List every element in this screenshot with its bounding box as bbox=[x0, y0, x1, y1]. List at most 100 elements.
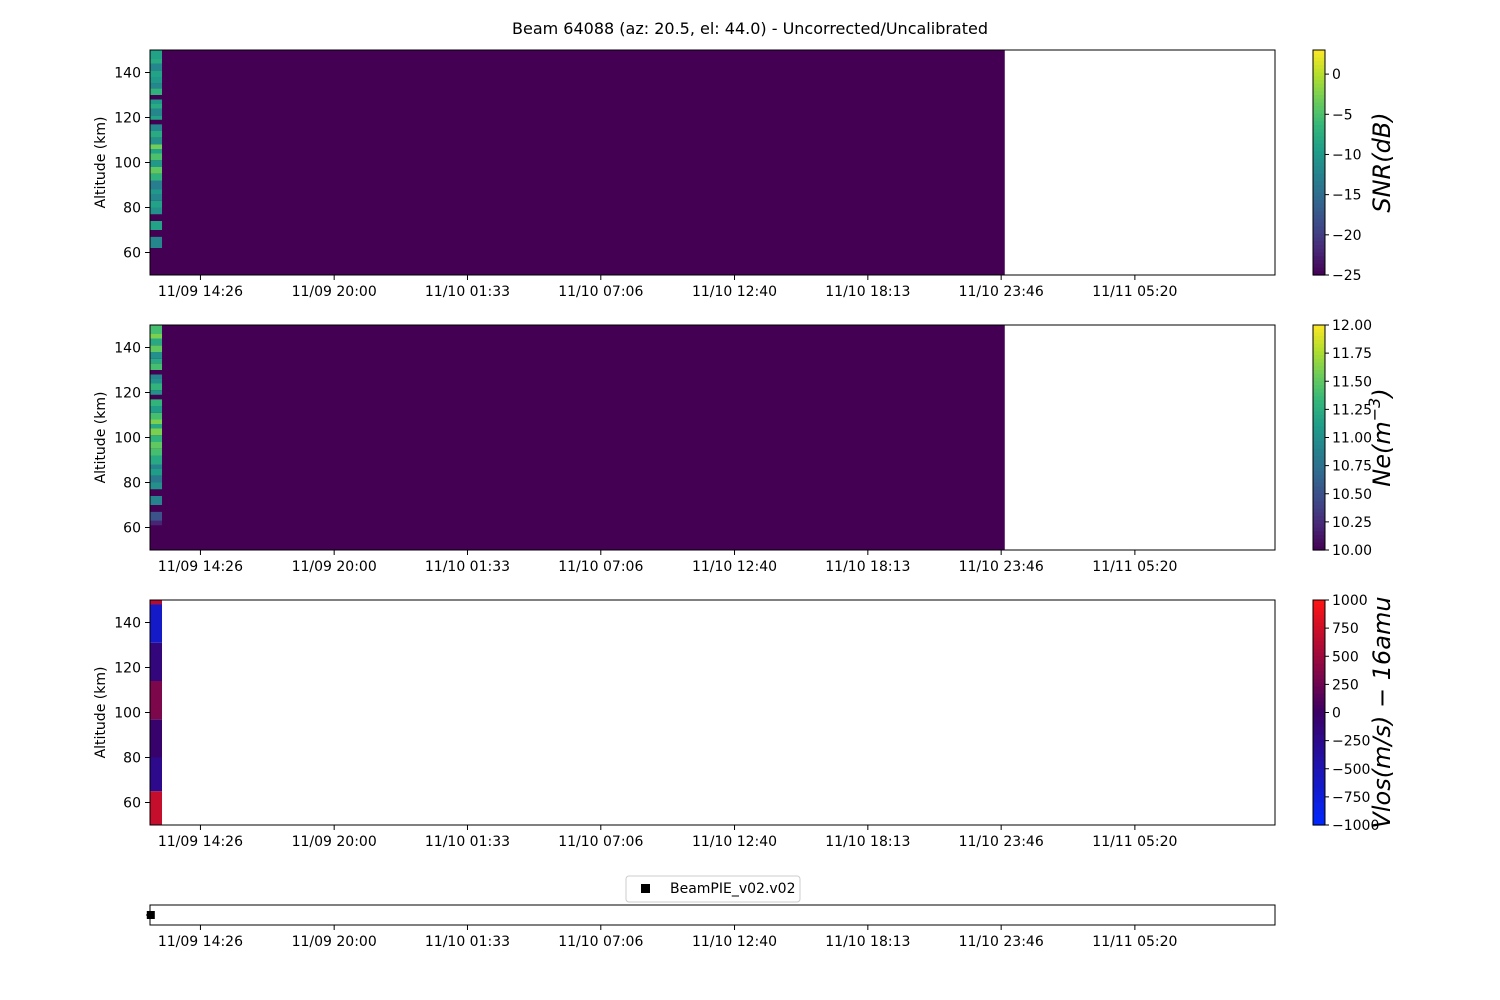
heatmap-cell bbox=[150, 757, 163, 792]
colorbar-segment bbox=[1313, 362, 1325, 367]
colorbar-segment bbox=[1313, 798, 1325, 804]
colorbar-segment bbox=[1313, 366, 1325, 371]
colorbar-tick-label: 750 bbox=[1332, 621, 1359, 637]
y-tick-label: 100 bbox=[114, 706, 141, 722]
y-axis-label: Altitude (km) bbox=[93, 392, 109, 484]
colorbar-segment bbox=[1313, 328, 1325, 334]
colorbar-segment bbox=[1313, 783, 1325, 789]
heatmap-cell bbox=[150, 475, 163, 483]
x-tick-label: 11/10 23:46 bbox=[959, 284, 1044, 300]
colorbar-segment bbox=[1313, 418, 1325, 424]
heatmap-cell bbox=[150, 424, 163, 429]
panel-ne: 60 80 100 120 140 Altitude (km) 12.00 11.75 11.5… bbox=[93, 318, 1396, 559]
colorbar-segment bbox=[1313, 215, 1325, 220]
heatmap-cell bbox=[150, 469, 163, 476]
colorbar-segment bbox=[1313, 452, 1325, 457]
colorbar-segment bbox=[1313, 166, 1325, 171]
colorbar-segment bbox=[1313, 441, 1325, 446]
colorbar-segment bbox=[1313, 802, 1325, 807]
colorbar-segment bbox=[1313, 671, 1325, 676]
colorbar-segment bbox=[1313, 486, 1325, 491]
heatmap-cell bbox=[150, 791, 163, 825]
x-tick-label: 11/10 07:06 bbox=[558, 834, 643, 850]
y-tick-label: 120 bbox=[114, 661, 141, 677]
heatmap-fill bbox=[150, 50, 1005, 275]
heatmap-cell bbox=[150, 604, 163, 643]
heatmap-cell bbox=[150, 489, 163, 496]
x-tick-label: 11/10 01:33 bbox=[425, 559, 510, 575]
colorbar-segment bbox=[1313, 667, 1325, 672]
colorbar-segment bbox=[1313, 731, 1325, 736]
heatmap-cell bbox=[150, 99, 163, 104]
colorbar-segment bbox=[1313, 102, 1325, 107]
colorbar-segment bbox=[1313, 50, 1325, 55]
colorbar-segment bbox=[1313, 332, 1325, 337]
colorbar-tick-label: −15 bbox=[1332, 188, 1362, 204]
colorbar-segment bbox=[1313, 482, 1325, 487]
heatmap-cell bbox=[150, 600, 163, 605]
colorbar-segment bbox=[1313, 433, 1325, 439]
x-tick-label: 11/11 05:20 bbox=[1092, 284, 1177, 300]
colorbar-segment bbox=[1313, 478, 1325, 484]
colorbar-segment bbox=[1313, 355, 1325, 360]
heatmap-cell bbox=[150, 505, 163, 512]
colorbar-segment bbox=[1313, 260, 1325, 265]
heatmap-cell bbox=[150, 63, 163, 71]
colorbar-segment bbox=[1313, 471, 1325, 476]
colorbar-segment bbox=[1313, 686, 1325, 691]
colorbar-segment bbox=[1313, 716, 1325, 721]
heatmap-cell bbox=[150, 214, 163, 221]
colorbar-segment bbox=[1313, 772, 1325, 777]
heatmap-cell bbox=[150, 455, 163, 465]
x-tick-label: 11/10 07:06 bbox=[558, 284, 643, 300]
colorbar-segment bbox=[1313, 750, 1325, 755]
colorbar-segment bbox=[1313, 648, 1325, 654]
colorbar-segment bbox=[1313, 170, 1325, 175]
colorbar-segment bbox=[1313, 271, 1325, 276]
y-tick-label: 120 bbox=[114, 386, 141, 402]
colorbar-segment bbox=[1313, 188, 1325, 194]
colorbar-segment bbox=[1313, 467, 1325, 472]
colorbar-segment bbox=[1313, 505, 1325, 510]
colorbar-tick-label: 10.50 bbox=[1332, 487, 1372, 503]
heatmap-cell bbox=[150, 412, 163, 420]
colorbar-segment bbox=[1313, 813, 1325, 819]
colorbar-segment bbox=[1313, 233, 1325, 239]
colorbar-segment bbox=[1313, 241, 1325, 246]
x-tick-label: 11/11 05:20 bbox=[1092, 834, 1177, 850]
panel-snr: 60 80 100 120 140 Altitude (km) 0 −5 −10 −15 −20 −2… bbox=[93, 49, 1396, 284]
colorbar-segment bbox=[1313, 810, 1325, 815]
colorbar-segment bbox=[1313, 358, 1325, 364]
heatmap-cell bbox=[150, 379, 163, 384]
colorbar-segment bbox=[1313, 113, 1325, 119]
heatmap-cell bbox=[150, 153, 163, 161]
heatmap-cell bbox=[150, 70, 163, 77]
colorbar-segment bbox=[1313, 637, 1325, 642]
heatmap-cell bbox=[150, 207, 163, 215]
colorbar-segment bbox=[1313, 230, 1325, 235]
colorbar-segment bbox=[1313, 200, 1325, 205]
heatmap-cell bbox=[150, 520, 163, 526]
colorbar-segment bbox=[1313, 765, 1325, 770]
colorbar-segment bbox=[1313, 746, 1325, 751]
heatmap-cell bbox=[150, 194, 163, 201]
colorbar-tick-label: −5 bbox=[1332, 107, 1353, 123]
colorbar-segment bbox=[1313, 678, 1325, 684]
heatmap-cell bbox=[150, 345, 163, 352]
colorbar-segment bbox=[1313, 456, 1325, 461]
colorbar-segment bbox=[1313, 512, 1325, 517]
y-tick-label: 80 bbox=[123, 201, 141, 217]
colorbar-segment bbox=[1313, 490, 1325, 495]
x-tick-label: 11/10 12:40 bbox=[692, 834, 777, 850]
colorbar-tick-label: 11.25 bbox=[1332, 402, 1372, 418]
heatmap-cell bbox=[150, 50, 163, 59]
heatmap-fill bbox=[150, 325, 1005, 550]
colorbar-segment bbox=[1313, 633, 1325, 639]
heatmap-cell bbox=[150, 370, 163, 375]
colorbar-segment bbox=[1313, 463, 1325, 469]
heatmap-cell bbox=[150, 149, 163, 154]
colorbar-segment bbox=[1313, 735, 1325, 740]
colorbar-segment bbox=[1313, 448, 1325, 454]
colorbar-segment bbox=[1313, 252, 1325, 257]
colorbar-segment bbox=[1313, 727, 1325, 732]
